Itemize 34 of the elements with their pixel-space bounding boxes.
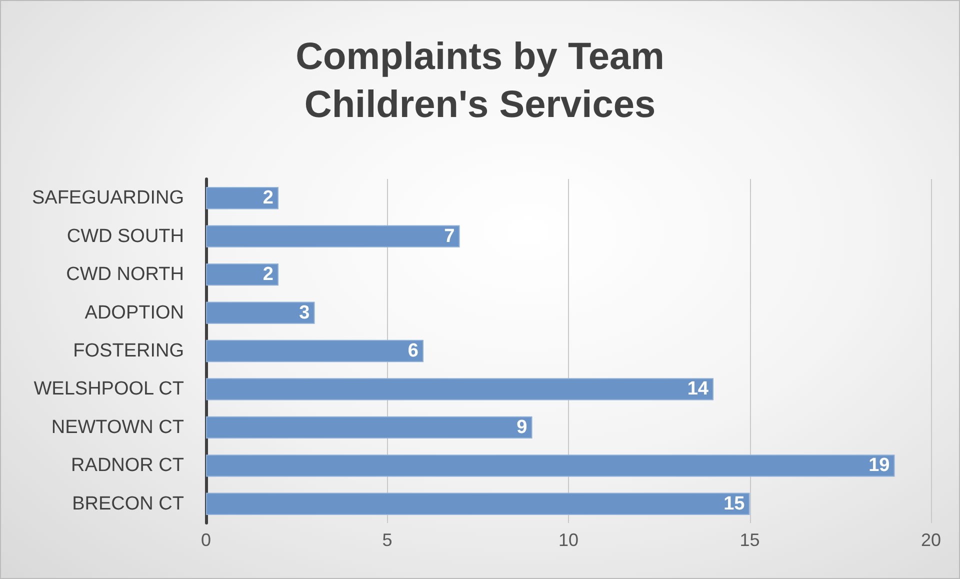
- y-tick-label: BRECON CT: [72, 493, 184, 514]
- x-tick-label: 15: [740, 530, 760, 550]
- bar: [206, 187, 278, 210]
- data-label: 6: [408, 340, 418, 362]
- bar: [206, 454, 895, 477]
- x-tick-label: 5: [382, 530, 392, 550]
- y-tick-label: SAFEGUARDING: [32, 188, 184, 209]
- data-label: 15: [724, 493, 746, 514]
- y-tick-label: FOSTERING: [73, 340, 184, 362]
- chart-subtitle: Children's Services: [304, 84, 656, 126]
- bar: [206, 302, 315, 324]
- bar: [206, 340, 424, 362]
- data-label: 14: [687, 378, 709, 400]
- x-tick-label: 10: [558, 530, 579, 550]
- y-tick-label: ADOPTION: [84, 302, 184, 324]
- data-label: 9: [516, 416, 528, 438]
- x-tick-label: 20: [920, 530, 942, 550]
- chart-title: Complaints by Team: [296, 36, 664, 78]
- y-tick-label: CWD NORTH: [66, 264, 184, 286]
- bar: [206, 492, 750, 515]
- y-tick-label: WELSHPOOL CT: [34, 378, 184, 400]
- x-tick-label: 0: [200, 530, 212, 550]
- data-label: 19: [868, 455, 890, 476]
- bar: [206, 416, 532, 439]
- y-tick-label: NEWTOWN CT: [51, 416, 184, 438]
- y-tick-label: CWD SOUTH: [66, 226, 184, 247]
- data-label: 3: [299, 302, 310, 324]
- bar: [206, 225, 460, 248]
- bar: [206, 378, 714, 400]
- data-label: 2: [262, 264, 274, 286]
- y-tick-label: RADNOR CT: [71, 455, 184, 476]
- data-label: 7: [444, 226, 455, 247]
- bar: [206, 263, 278, 286]
- data-label: 2: [262, 188, 274, 209]
